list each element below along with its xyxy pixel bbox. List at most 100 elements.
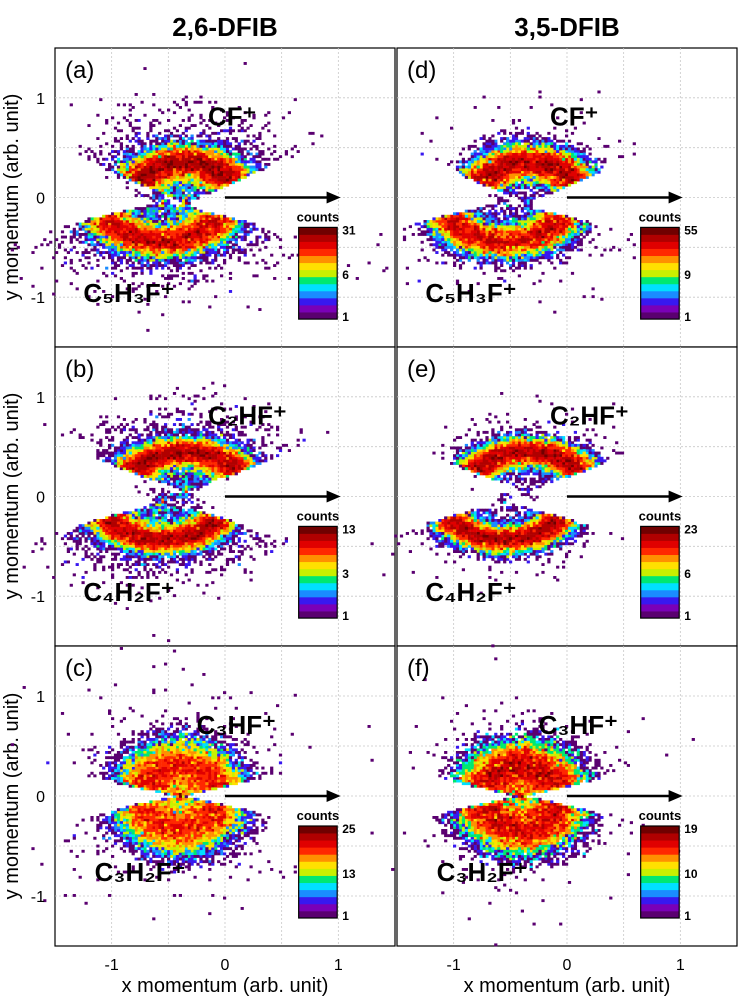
heatmap-cell <box>149 235 153 239</box>
heatmap-cell <box>143 230 147 234</box>
heatmap-cell <box>199 269 203 273</box>
heatmap-cell <box>108 251 112 254</box>
heatmap-cell <box>93 529 97 533</box>
heatmap-cell <box>175 227 179 231</box>
heatmap-cell <box>237 469 241 473</box>
heatmap-cell <box>96 560 100 564</box>
heatmap-cell <box>184 233 188 236</box>
heatmap-cell <box>146 165 150 169</box>
heatmap-cell <box>152 446 156 450</box>
heatmap-cell <box>220 542 224 546</box>
heatmap-cell <box>140 155 144 159</box>
heatmap-cell <box>164 199 168 203</box>
heatmap-cell <box>214 100 218 104</box>
heatmap-cell <box>190 150 194 153</box>
heatmap-cell <box>149 521 153 525</box>
heatmap-cell <box>75 287 79 291</box>
heatmap-cell <box>143 506 147 509</box>
heatmap-cell <box>208 467 212 471</box>
heatmap-cell <box>167 266 171 270</box>
heatmap-cell <box>172 550 177 553</box>
heatmap-cell <box>181 511 185 515</box>
heatmap-cell <box>172 230 177 234</box>
heatmap-cell <box>158 498 162 502</box>
heatmap-cell <box>211 469 215 473</box>
heatmap-cell <box>237 557 241 561</box>
heatmap-cell <box>273 539 277 543</box>
heatmap-cell <box>49 240 53 244</box>
heatmap-cell <box>196 454 200 458</box>
heatmap-cell <box>102 459 106 463</box>
heatmap-cell <box>205 152 209 156</box>
heatmap-cell <box>190 124 194 127</box>
heatmap-cell <box>164 446 168 450</box>
heatmap-cell <box>128 521 132 525</box>
heatmap-cell <box>161 544 165 548</box>
heatmap-cell <box>234 178 238 182</box>
heatmap-cell <box>143 552 147 556</box>
heatmap-cell <box>172 441 177 445</box>
heatmap-cell <box>122 771 126 775</box>
heatmap-cell <box>193 220 197 223</box>
heatmap-cell <box>113 222 118 226</box>
heatmap-cell <box>99 230 103 234</box>
heatmap-cell <box>75 537 79 541</box>
heatmap-cell <box>116 217 121 221</box>
heatmap-cell <box>184 170 188 174</box>
heatmap-cell <box>208 173 212 177</box>
heatmap-cell <box>184 126 188 130</box>
heatmap-cell <box>167 222 171 226</box>
heatmap-cell <box>199 443 203 447</box>
heatmap-cell <box>184 438 188 442</box>
heatmap-cell <box>187 784 191 788</box>
heatmap-cell <box>223 227 227 231</box>
heatmap-cell <box>158 547 162 551</box>
heatmap-cell <box>167 163 171 166</box>
heatmap-cell <box>146 573 150 577</box>
heatmap-cell <box>169 225 174 229</box>
heatmap-cell <box>208 521 212 525</box>
heatmap-cell <box>158 550 162 553</box>
heatmap-cell <box>228 526 233 530</box>
heatmap-cell <box>220 529 224 533</box>
heatmap-cell <box>111 248 115 252</box>
heatmap-cell <box>167 134 171 138</box>
heatmap-cell <box>225 539 230 543</box>
heatmap-cell <box>167 469 171 473</box>
heatmap-cell <box>187 217 191 221</box>
heatmap-cell <box>105 274 109 278</box>
heatmap-cell <box>143 212 147 216</box>
heatmap-cell <box>208 139 212 143</box>
heatmap-cell <box>125 534 129 538</box>
heatmap-cell <box>231 456 235 460</box>
heatmap-cell <box>199 446 203 450</box>
heatmap-cell <box>223 157 227 161</box>
heatmap-cell <box>93 563 97 566</box>
heatmap-cell <box>78 537 82 541</box>
heatmap-cell <box>223 526 227 530</box>
heatmap-cell <box>196 462 200 465</box>
heatmap-cell <box>134 119 138 122</box>
heatmap-cell <box>181 485 185 489</box>
heatmap-cell <box>167 207 171 210</box>
heatmap-cell <box>258 168 262 172</box>
heatmap-cell <box>220 573 224 577</box>
heatmap-cell <box>119 160 123 164</box>
heatmap-cell <box>311 142 315 146</box>
heatmap-cell <box>184 441 188 445</box>
heatmap-cell <box>234 467 238 471</box>
heatmap-cell <box>190 544 194 548</box>
heatmap-cell <box>202 217 206 221</box>
heatmap-cell <box>240 176 244 179</box>
heatmap-cell <box>178 779 182 783</box>
heatmap-cell <box>161 183 165 187</box>
heatmap-cell <box>175 438 179 442</box>
heatmap-cell <box>119 524 123 528</box>
heatmap-cell <box>211 532 215 535</box>
heatmap-cell <box>146 147 150 151</box>
heatmap-cell <box>84 248 88 252</box>
heatmap-cell <box>81 436 85 439</box>
heatmap-cell <box>175 475 179 478</box>
heatmap-cell <box>190 142 194 146</box>
heatmap-cell <box>237 106 241 109</box>
